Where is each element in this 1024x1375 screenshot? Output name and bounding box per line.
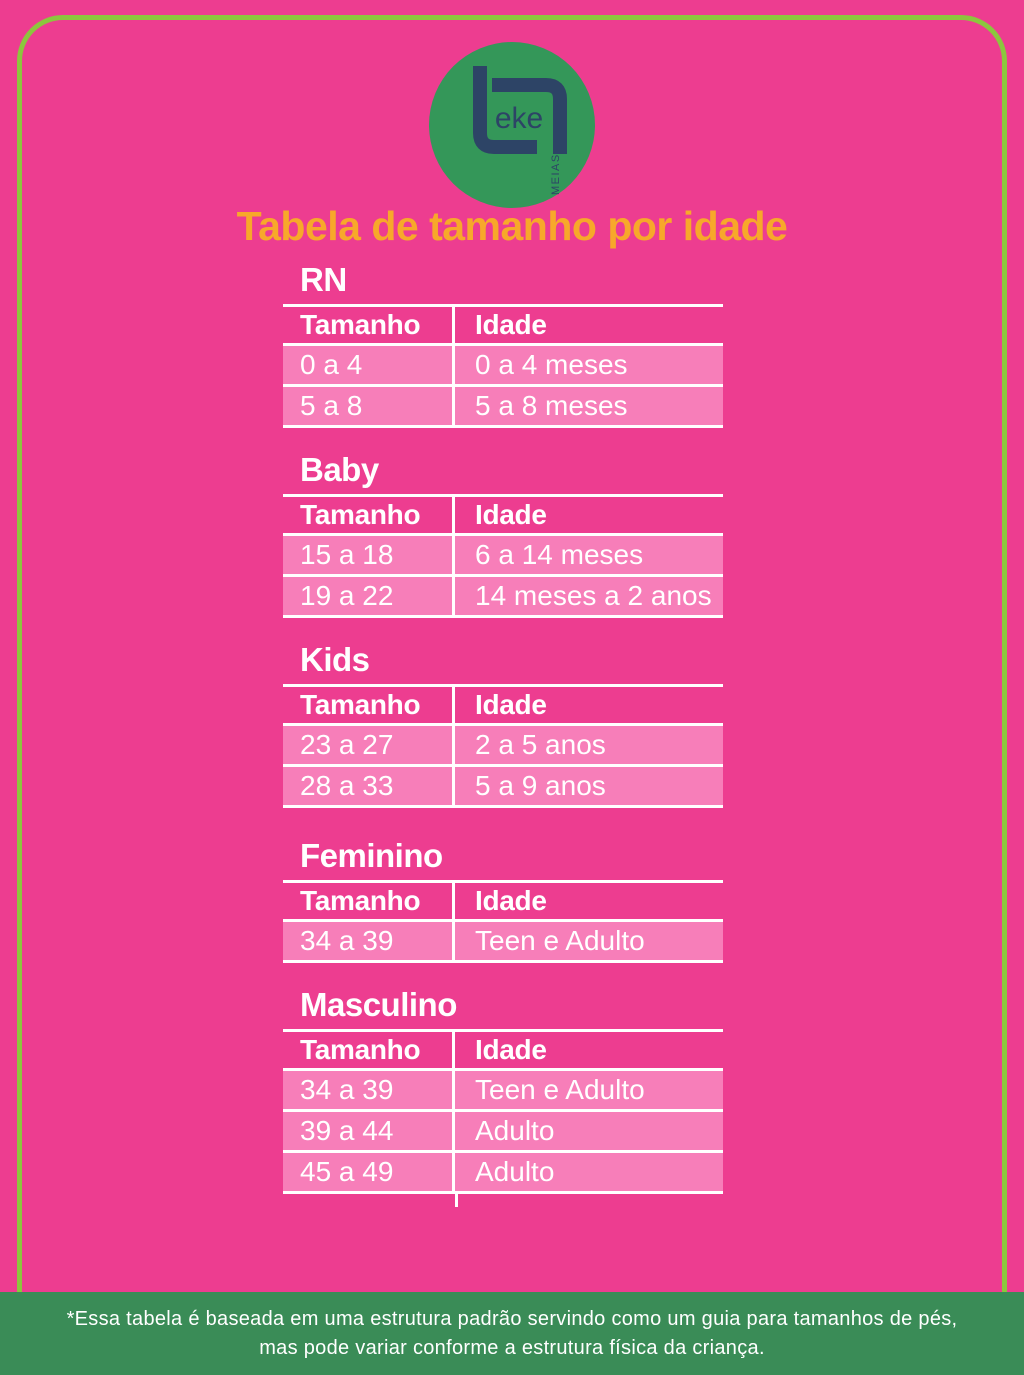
section-feminino: Feminino Tamanho Idade 34 a 39 Teen e Ad…: [283, 838, 723, 963]
section-rn: RN Tamanho Idade 0 a 4 0 a 4 meses 5 a 8…: [283, 262, 723, 428]
size-tables: RN Tamanho Idade 0 a 4 0 a 4 meses 5 a 8…: [283, 262, 723, 1207]
logo-brand-text: eke: [495, 102, 543, 135]
table-row: 39 a 44 Adulto: [283, 1112, 723, 1153]
logo-sub-text: MEIAS: [550, 153, 562, 195]
footer-line-1: *Essa tabela é baseada em uma estrutura …: [66, 1307, 958, 1330]
column-header-age: Idade: [475, 1034, 547, 1065]
column-header-age: Idade: [475, 499, 547, 530]
age-cell: 14 meses a 2 anos: [475, 580, 712, 611]
size-cell: 15 a 18: [283, 536, 455, 574]
footer-disclaimer: *Essa tabela é baseada em uma estrutura …: [0, 1292, 1024, 1375]
column-header-size: Tamanho: [283, 497, 455, 533]
age-cell: Teen e Adulto: [475, 925, 645, 956]
column-divider-stub: [455, 1194, 458, 1207]
age-cell: 5 a 8 meses: [475, 390, 628, 421]
table-row: 0 a 4 0 a 4 meses: [283, 346, 723, 387]
column-header-age: Idade: [475, 689, 547, 720]
size-table: Tamanho Idade 0 a 4 0 a 4 meses 5 a 8 5 …: [283, 304, 723, 428]
section-kids: Kids Tamanho Idade 23 a 27 2 a 5 anos 28…: [283, 642, 723, 808]
table-header-row: Tamanho Idade: [283, 497, 723, 536]
table-row: 5 a 8 5 a 8 meses: [283, 387, 723, 428]
section-masculino: Masculino Tamanho Idade 34 a 39 Teen e A…: [283, 987, 723, 1207]
column-header-size: Tamanho: [283, 307, 455, 343]
table-row: 15 a 18 6 a 14 meses: [283, 536, 723, 577]
table-header-row: Tamanho Idade: [283, 307, 723, 346]
size-cell: 39 a 44: [283, 1112, 455, 1150]
brand-logo: eke MEIAS: [429, 42, 595, 208]
table-header-row: Tamanho Idade: [283, 687, 723, 726]
page-title: Tabela de tamanho por idade: [236, 203, 788, 249]
section-title: Kids: [300, 641, 370, 678]
section-title: Masculino: [300, 986, 457, 1023]
size-cell: 5 a 8: [283, 387, 455, 425]
section-baby: Baby Tamanho Idade 15 a 18 6 a 14 meses …: [283, 452, 723, 618]
section-title: Feminino: [300, 837, 443, 874]
table-row: 34 a 39 Teen e Adulto: [283, 1071, 723, 1112]
size-cell: 19 a 22: [283, 577, 455, 615]
size-table: Tamanho Idade 15 a 18 6 a 14 meses 19 a …: [283, 494, 723, 618]
table-row: 45 a 49 Adulto: [283, 1153, 723, 1194]
footer-line-2: mas pode variar conforme a estrutura fís…: [259, 1336, 765, 1359]
age-cell: 6 a 14 meses: [475, 539, 644, 570]
column-header-size: Tamanho: [283, 883, 455, 919]
column-header-size: Tamanho: [283, 1032, 455, 1068]
age-cell: 5 a 9 anos: [475, 770, 606, 801]
age-cell: 0 a 4 meses: [475, 349, 628, 380]
column-header-size: Tamanho: [283, 687, 455, 723]
size-table: Tamanho Idade 23 a 27 2 a 5 anos 28 a 33…: [283, 684, 723, 808]
table-row: 34 a 39 Teen e Adulto: [283, 922, 723, 963]
logo-l-bracket-icon: [473, 66, 537, 154]
size-cell: 34 a 39: [283, 1071, 455, 1109]
table-header-row: Tamanho Idade: [283, 1032, 723, 1071]
age-cell: Teen e Adulto: [475, 1074, 645, 1105]
size-table: Tamanho Idade 34 a 39 Teen e Adulto 39 a…: [283, 1029, 723, 1194]
size-table: Tamanho Idade 34 a 39 Teen e Adulto: [283, 880, 723, 963]
logo-mirrored-l-bracket-icon: [492, 78, 567, 154]
size-cell: 0 a 4: [283, 346, 455, 384]
size-cell: 45 a 49: [283, 1153, 455, 1191]
size-cell: 34 a 39: [283, 922, 455, 960]
age-cell: 2 a 5 anos: [475, 729, 606, 760]
size-cell: 28 a 33: [283, 767, 455, 805]
table-row: 28 a 33 5 a 9 anos: [283, 767, 723, 808]
column-header-age: Idade: [475, 309, 547, 340]
table-row: 23 a 27 2 a 5 anos: [283, 726, 723, 767]
section-title: Baby: [300, 451, 379, 488]
table-header-row: Tamanho Idade: [283, 883, 723, 922]
column-header-age: Idade: [475, 885, 547, 916]
age-cell: Adulto: [475, 1115, 555, 1146]
table-row: 19 a 22 14 meses a 2 anos: [283, 577, 723, 618]
section-title: RN: [300, 261, 347, 298]
size-cell: 23 a 27: [283, 726, 455, 764]
age-cell: Adulto: [475, 1156, 555, 1187]
